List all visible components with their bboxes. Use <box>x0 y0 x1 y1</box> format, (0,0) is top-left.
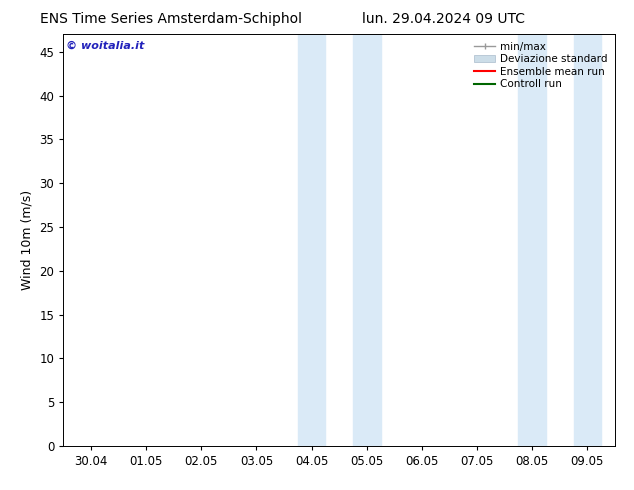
Text: lun. 29.04.2024 09 UTC: lun. 29.04.2024 09 UTC <box>362 12 526 26</box>
Bar <box>574 34 601 446</box>
Bar <box>298 34 325 446</box>
Text: ENS Time Series Amsterdam-Schiphol: ENS Time Series Amsterdam-Schiphol <box>40 12 302 26</box>
Bar <box>519 34 546 446</box>
Y-axis label: Wind 10m (m/s): Wind 10m (m/s) <box>21 190 34 290</box>
Text: © woitalia.it: © woitalia.it <box>66 41 145 50</box>
Legend: min/max, Deviazione standard, Ensemble mean run, Controll run: min/max, Deviazione standard, Ensemble m… <box>472 40 610 92</box>
Bar <box>353 34 380 446</box>
